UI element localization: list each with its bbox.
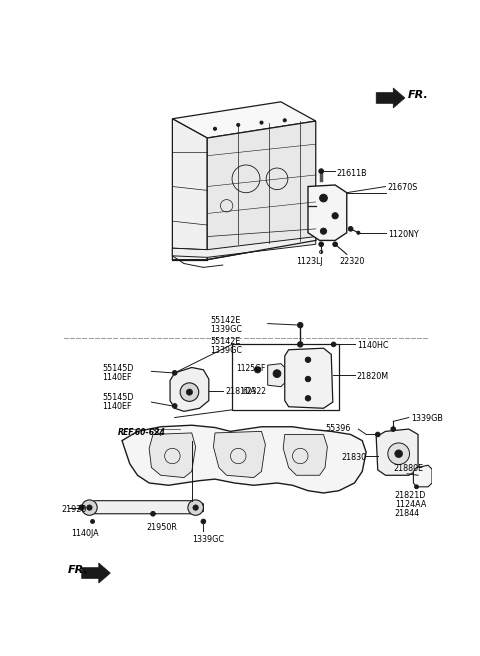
- Circle shape: [323, 230, 324, 232]
- Polygon shape: [268, 363, 285, 387]
- Circle shape: [395, 450, 403, 458]
- Circle shape: [320, 194, 327, 202]
- Text: 22320: 22320: [339, 257, 364, 266]
- Circle shape: [273, 370, 281, 377]
- Circle shape: [237, 123, 240, 127]
- Polygon shape: [122, 425, 366, 493]
- Circle shape: [254, 367, 261, 373]
- Polygon shape: [172, 119, 207, 260]
- Polygon shape: [376, 88, 405, 108]
- Bar: [232, 344, 339, 410]
- Text: 21611B: 21611B: [336, 169, 367, 178]
- Text: 1339GB: 1339GB: [411, 414, 443, 422]
- Circle shape: [82, 500, 97, 516]
- Text: 55145D: 55145D: [103, 393, 134, 402]
- Circle shape: [151, 512, 156, 516]
- Circle shape: [91, 520, 95, 523]
- Circle shape: [214, 127, 216, 131]
- Circle shape: [283, 119, 286, 122]
- Polygon shape: [170, 367, 209, 411]
- Polygon shape: [376, 429, 418, 475]
- Circle shape: [331, 342, 336, 346]
- Text: 21821D: 21821D: [395, 491, 426, 500]
- Text: 1140HC: 1140HC: [357, 341, 388, 350]
- Circle shape: [375, 432, 380, 437]
- Polygon shape: [285, 348, 333, 408]
- Text: 1339GC: 1339GC: [192, 535, 224, 544]
- Circle shape: [319, 169, 324, 173]
- Circle shape: [305, 377, 311, 382]
- Circle shape: [391, 427, 396, 432]
- Text: 1140JA: 1140JA: [72, 529, 99, 538]
- Text: 55145D: 55145D: [103, 363, 134, 373]
- Circle shape: [322, 197, 325, 199]
- Circle shape: [348, 226, 353, 231]
- Circle shape: [87, 505, 92, 510]
- Circle shape: [180, 383, 199, 401]
- Circle shape: [193, 505, 198, 510]
- Circle shape: [79, 505, 84, 510]
- Text: 21844: 21844: [395, 509, 420, 518]
- Circle shape: [388, 443, 409, 464]
- Circle shape: [172, 403, 177, 408]
- Circle shape: [188, 500, 204, 516]
- Circle shape: [260, 121, 263, 124]
- Circle shape: [256, 369, 259, 371]
- Text: 55142E: 55142E: [210, 337, 241, 346]
- Polygon shape: [283, 434, 327, 475]
- Circle shape: [305, 396, 311, 401]
- Circle shape: [319, 242, 324, 247]
- Circle shape: [276, 372, 278, 375]
- Polygon shape: [172, 237, 316, 257]
- Circle shape: [334, 215, 336, 217]
- Text: 1140EF: 1140EF: [103, 402, 132, 411]
- Text: 21830: 21830: [341, 453, 366, 462]
- Polygon shape: [172, 102, 316, 138]
- Circle shape: [186, 389, 192, 395]
- Text: 21670S: 21670S: [388, 182, 418, 192]
- Text: 62322: 62322: [242, 387, 266, 396]
- Polygon shape: [308, 185, 347, 240]
- Polygon shape: [207, 121, 316, 260]
- Text: FR.: FR.: [408, 89, 429, 100]
- Text: 1123LJ: 1123LJ: [296, 257, 323, 266]
- Circle shape: [415, 485, 419, 489]
- Text: 21920: 21920: [61, 504, 87, 514]
- Circle shape: [332, 213, 338, 219]
- Text: 21880E: 21880E: [393, 464, 423, 473]
- Polygon shape: [82, 563, 110, 583]
- Text: FR.: FR.: [68, 565, 88, 575]
- Text: 1120NY: 1120NY: [388, 230, 419, 239]
- Circle shape: [333, 242, 337, 247]
- Polygon shape: [83, 501, 204, 514]
- Circle shape: [321, 228, 326, 234]
- Text: 1140EF: 1140EF: [103, 373, 132, 382]
- Circle shape: [298, 342, 303, 347]
- Text: 1339GC: 1339GC: [210, 325, 242, 334]
- Polygon shape: [214, 432, 265, 478]
- Text: 21950R: 21950R: [147, 523, 178, 532]
- Text: 55142E: 55142E: [210, 316, 241, 325]
- Text: 21810A: 21810A: [225, 388, 256, 396]
- Circle shape: [298, 323, 303, 328]
- Text: 1125GF: 1125GF: [237, 363, 266, 373]
- Polygon shape: [149, 433, 196, 478]
- Circle shape: [172, 371, 177, 375]
- Circle shape: [201, 519, 206, 523]
- Polygon shape: [413, 465, 432, 487]
- Text: 55396: 55396: [325, 424, 350, 433]
- Circle shape: [305, 357, 311, 363]
- Text: 1339GC: 1339GC: [210, 346, 242, 355]
- Text: 1124AA: 1124AA: [395, 500, 426, 509]
- Text: 21820M: 21820M: [357, 372, 389, 381]
- Text: REF.60-624: REF.60-624: [118, 428, 166, 436]
- Circle shape: [357, 231, 360, 234]
